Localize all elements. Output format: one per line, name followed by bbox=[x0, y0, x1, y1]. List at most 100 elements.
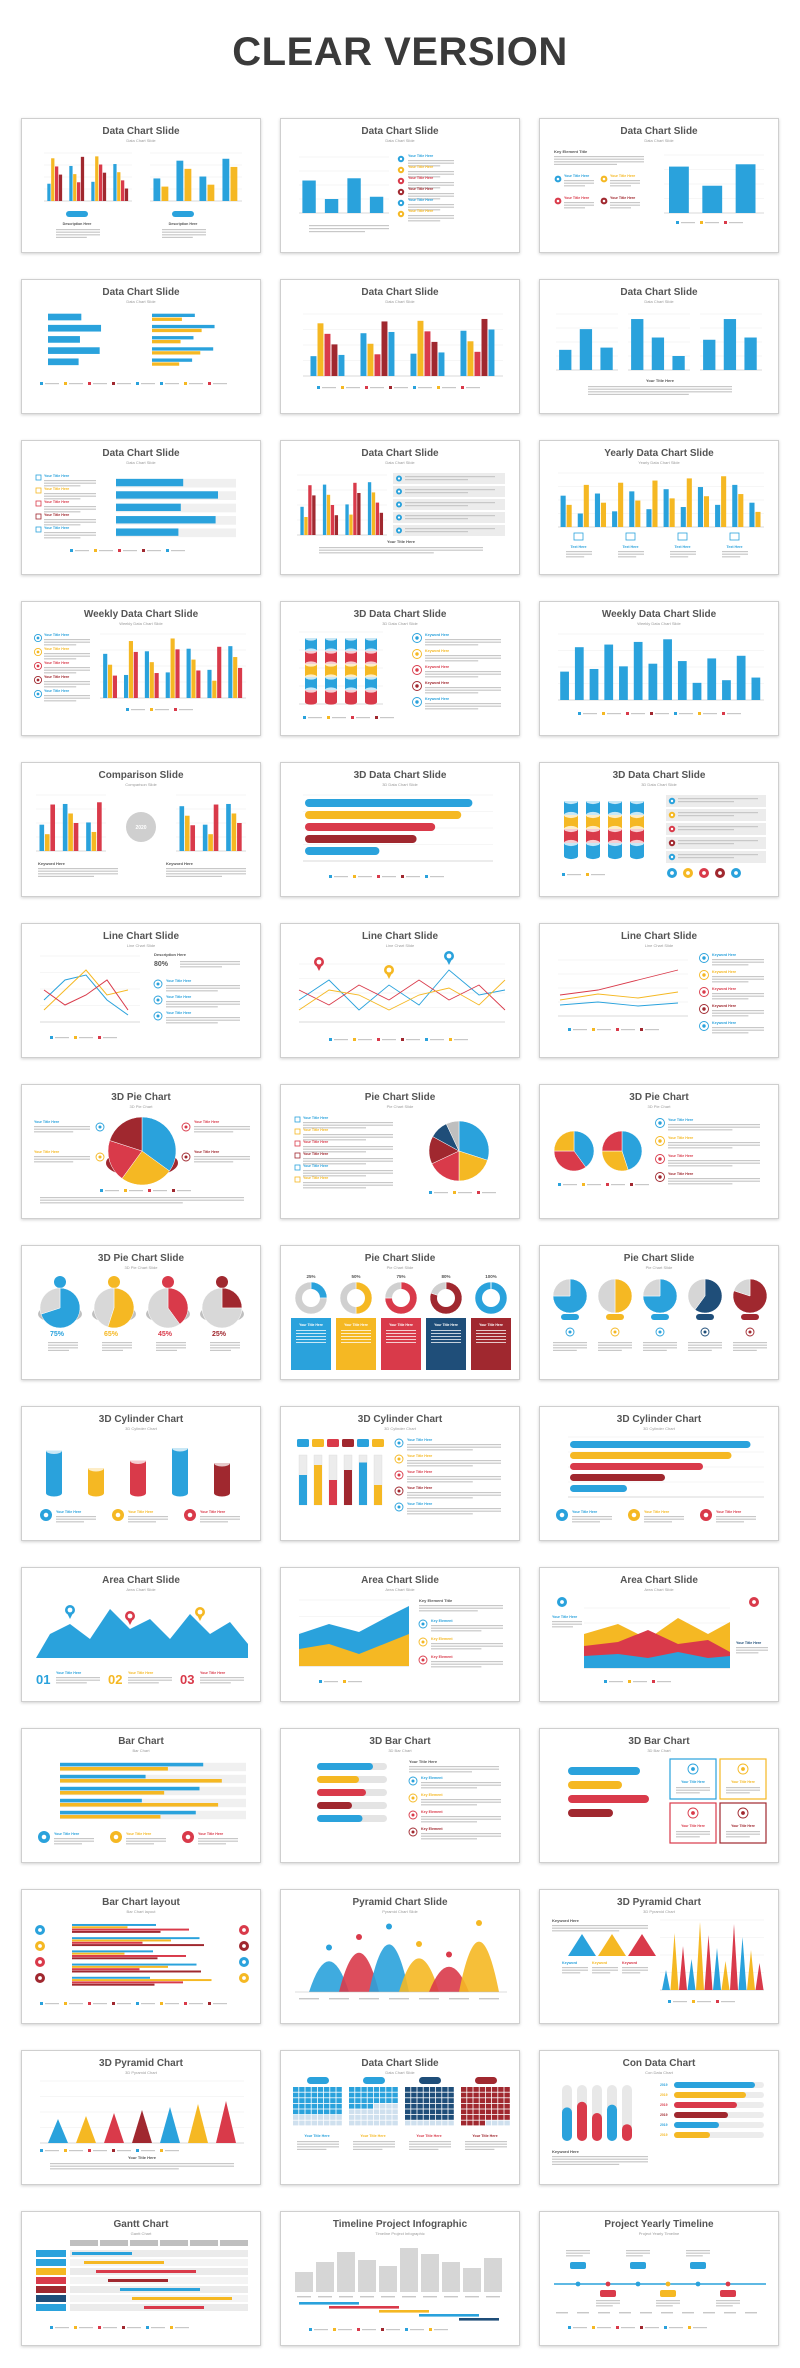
slide-thumbnail[interactable]: Data Chart Slide Data Chart Slide Your Tit… bbox=[280, 2050, 520, 2185]
slide-preview: Your Title Here Your Title Here Your Title… bbox=[548, 1111, 772, 1214]
slide-graphic bbox=[40, 313, 227, 385]
slide-title: Data Chart Slide bbox=[620, 126, 698, 137]
slide-graphic: Your Title Here Key Element Key Element Key… bbox=[317, 1759, 501, 1840]
slide-preview bbox=[30, 306, 254, 409]
slide-thumbnail[interactable]: Data Chart Slide Data Chart Slide Descript… bbox=[21, 118, 261, 253]
slide-thumbnail[interactable]: Line Chart Slide Line Chart Slide bbox=[280, 923, 520, 1058]
svg-text:Your Title Here: Your Title Here bbox=[34, 1150, 59, 1154]
slide-graphic: Description Here 80% Your Title Here Your T… bbox=[40, 952, 240, 1039]
svg-text:Key Element Title: Key Element Title bbox=[554, 149, 588, 154]
slide-thumbnail[interactable]: Timeline Project Infographic Timeline Pro… bbox=[280, 2211, 520, 2346]
svg-text:2019: 2019 bbox=[660, 2103, 668, 2107]
slide-subtitle: Data Chart Slide bbox=[126, 299, 156, 304]
slide-subtitle: Area Chart Slide bbox=[126, 1587, 156, 1592]
slide-thumbnail[interactable]: Weekly Data Chart Slide Weekly Data Chart… bbox=[539, 601, 779, 736]
slide-graphic bbox=[303, 794, 493, 878]
svg-text:Keyword Here: Keyword Here bbox=[712, 1021, 736, 1025]
slide-thumbnail[interactable]: Area Chart Slide Area Chart Slide Your Tit… bbox=[539, 1567, 779, 1702]
slide-subtitle: 3D Cylinder Chart bbox=[384, 1426, 416, 1431]
slide-graphic bbox=[552, 1278, 768, 1351]
slide-thumbnail[interactable]: Pie Chart Slide Pie Chart Slide 25% Your Ti… bbox=[280, 1245, 520, 1380]
slide-graphic: Your Title Here Your Title Here Your Title… bbox=[556, 1436, 764, 1523]
svg-text:Keyword Here: Keyword Here bbox=[166, 861, 194, 866]
slide-thumbnail[interactable]: 3D Pie Chart 3D Pie Chart Your Title Here Y… bbox=[539, 1084, 779, 1219]
svg-text:Your Title Here: Your Title Here bbox=[610, 174, 635, 178]
slide-thumbnail[interactable]: Con Data Chart Con Data Chart 2019 2019 2019… bbox=[539, 2050, 779, 2185]
svg-text:Text Here: Text Here bbox=[726, 545, 742, 549]
slide-thumbnail[interactable]: Bar Chart Bar Chart Your Title Here Your Ti… bbox=[21, 1728, 261, 1863]
svg-text:2019: 2019 bbox=[660, 2083, 668, 2087]
svg-text:Your Title Here: Your Title Here bbox=[434, 1323, 458, 1327]
slide-thumbnail[interactable]: Pyramid Chart Slide Pyramid Chart Slide bbox=[280, 1889, 520, 2024]
slide-thumbnail[interactable]: Pie Chart Slide Pie Chart Slide bbox=[539, 1245, 779, 1380]
slide-thumbnail[interactable]: 3D Pie Chart Slide 3D Pie Chart Slide 75% 6… bbox=[21, 1245, 261, 1380]
slide-thumbnail[interactable]: 3D Data Chart Slide 3D Data Chart Slide bbox=[280, 762, 520, 897]
svg-text:Your Title Here: Your Title Here bbox=[407, 1502, 432, 1506]
slide-preview: Your Title Here Your Title Here Your Title… bbox=[30, 628, 254, 731]
svg-text:Your Title Here: Your Title Here bbox=[644, 1510, 669, 1514]
slide-thumbnail[interactable]: Area Chart Slide Area Chart Slide Key Elem… bbox=[280, 1567, 520, 1702]
slide-thumbnail[interactable]: Gantt Chart Gantt Chart bbox=[21, 2211, 261, 2346]
slide-subtitle: Data Chart Slide bbox=[385, 460, 415, 465]
svg-text:02: 02 bbox=[108, 1672, 122, 1687]
slide-thumbnail[interactable]: 3D Cylinder Chart 3D Cylinder Chart Your T… bbox=[539, 1406, 779, 1541]
svg-text:Text Here: Text Here bbox=[622, 545, 638, 549]
svg-text:Your Title Here: Your Title Here bbox=[716, 1510, 741, 1514]
svg-text:Your Title Here: Your Title Here bbox=[166, 979, 191, 983]
slide-thumbnail[interactable]: 3D Pyramid Chart 3D Pyramid Chart Your Tit… bbox=[21, 2050, 261, 2185]
slide-thumbnail[interactable]: Data Chart Slide Data Chart Slide Your Tit… bbox=[21, 440, 261, 575]
slide-preview: 75% 65% 45% 25% bbox=[30, 1272, 254, 1375]
slide-thumbnail[interactable]: 3D Pyramid Chart 3D Pyramid Chart Keyword … bbox=[539, 1889, 779, 2024]
slide-preview: Your Title Here Your Title Here Your Title… bbox=[30, 1111, 254, 1214]
svg-text:Your Title Here: Your Title Here bbox=[303, 1176, 328, 1180]
slide-thumbnail[interactable]: Data Chart Slide Data Chart Slide Key Elem… bbox=[539, 118, 779, 253]
slide-thumbnail[interactable]: Data Chart Slide Data Chart Slide bbox=[21, 279, 261, 414]
slide-graphic: Your Title Here Your Title Here Your Title… bbox=[299, 154, 454, 233]
slide-preview: Keyword Here Keyword Here Keyword Here Keyw… bbox=[548, 950, 772, 1053]
svg-text:Your Title Here: Your Title Here bbox=[736, 1641, 761, 1645]
slide-thumbnail[interactable]: Project Yearly Timeline Project Yearly Ti… bbox=[539, 2211, 779, 2346]
slide-preview: Text Here Text Here Text Here Text Here bbox=[548, 467, 772, 570]
svg-text:Your Title Here: Your Title Here bbox=[128, 2155, 157, 2160]
slide-subtitle: Pie Chart Slide bbox=[386, 1265, 414, 1270]
svg-text:Your Title Here: Your Title Here bbox=[166, 995, 191, 999]
slide-graphic: Key Element Title Key Element Key Element K… bbox=[299, 1598, 503, 1683]
slide-preview bbox=[548, 789, 772, 892]
svg-text:Your Title Here: Your Title Here bbox=[303, 1128, 328, 1132]
slide-thumbnail[interactable]: Data Chart Slide Data Chart Slide bbox=[280, 279, 520, 414]
slide-thumbnail[interactable]: 3D Bar Chart 3D Bar Chart Your Title Here Y… bbox=[539, 1728, 779, 1863]
slide-thumbnail[interactable]: Bar Chart layout Bar Chart layout bbox=[21, 1889, 261, 2024]
slide-graphic: Your Title Here Your Title Here Your Title… bbox=[35, 474, 236, 552]
slide-thumbnail[interactable]: 3D Bar Chart 3D Bar Chart Your Title Here K… bbox=[280, 1728, 520, 1863]
slide-thumbnail[interactable]: 3D Data Chart Slide 3D Data Chart Slide Ke… bbox=[280, 601, 520, 736]
slide-thumbnail[interactable]: 3D Data Chart Slide 3D Data Chart Slide bbox=[539, 762, 779, 897]
svg-text:Your Title Here: Your Title Here bbox=[299, 1323, 323, 1327]
slide-preview: Key Element Title Key Element Key Element K… bbox=[289, 1594, 513, 1697]
slide-thumbnail[interactable]: Data Chart Slide Data Chart Slide Your Tit… bbox=[539, 279, 779, 414]
slide-thumbnail[interactable]: Weekly Data Chart Slide Weekly Data Chart… bbox=[21, 601, 261, 736]
slide-thumbnail[interactable]: Comparison Slide Comparison Slide 2020 Keyw… bbox=[21, 762, 261, 897]
svg-text:2020: 2020 bbox=[135, 825, 146, 831]
svg-text:Your Title Here: Your Title Here bbox=[303, 1164, 328, 1168]
slide-thumbnail[interactable]: 3D Cylinder Chart 3D Cylinder Chart Your T… bbox=[21, 1406, 261, 1541]
svg-text:Keyword Here: Keyword Here bbox=[712, 953, 736, 957]
slide-thumbnail[interactable]: Area Chart Slide Area Chart Slide 01 02 03 Yo… bbox=[21, 1567, 261, 1702]
slide-graphic bbox=[558, 633, 764, 715]
svg-text:Your Title Here: Your Title Here bbox=[166, 1011, 191, 1015]
svg-text:Your Title Here: Your Title Here bbox=[646, 378, 675, 383]
slide-preview bbox=[289, 306, 513, 409]
slide-thumbnail[interactable]: Line Chart Slide Line Chart Slide Descript… bbox=[21, 923, 261, 1058]
slide-thumbnail[interactable]: 3D Cylinder Chart 3D Cylinder Chart Your T… bbox=[280, 1406, 520, 1541]
slide-thumbnail[interactable]: Pie Chart Slide Pie Chart Slide Your Title… bbox=[280, 1084, 520, 1219]
svg-text:Your Title Here: Your Title Here bbox=[416, 2134, 441, 2138]
slide-thumbnail[interactable]: 3D Pie Chart 3D Pie Chart Your Title Here Y… bbox=[21, 1084, 261, 1219]
slide-thumbnail[interactable]: Yearly Data Chart Slide Yearly Data Chart… bbox=[539, 440, 779, 575]
slide-subtitle: Pyramid Chart Slide bbox=[382, 1909, 418, 1914]
slide-preview: 01 02 03 Your Title Here Your Title Here Your… bbox=[30, 1594, 254, 1697]
slide-subtitle: Pie Chart Slide bbox=[645, 1265, 673, 1270]
slide-thumbnail[interactable]: Line Chart Slide Line Chart Slide Keyword … bbox=[539, 923, 779, 1058]
slide-thumbnail[interactable]: Data Chart Slide Data Chart Slide Your Tit… bbox=[280, 118, 520, 253]
svg-text:80%: 80% bbox=[441, 1274, 450, 1279]
slide-thumbnail[interactable]: Data Chart Slide Data Chart Slide Your Tit… bbox=[280, 440, 520, 575]
slide-title: Data Chart Slide bbox=[361, 2058, 439, 2069]
